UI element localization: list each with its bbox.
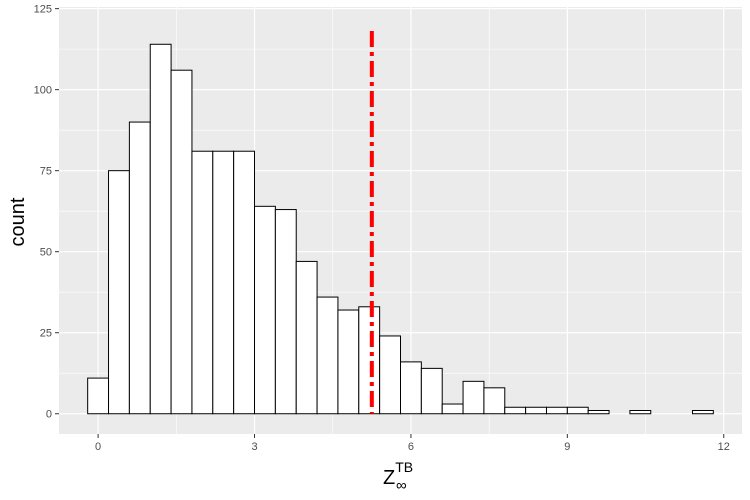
x-axis-ticks: 0 3 6 9 12 <box>95 434 730 453</box>
histogram-bar <box>233 150 256 415</box>
histogram-bar <box>212 150 235 415</box>
histogram-bar <box>379 335 402 415</box>
histogram-bar <box>629 410 652 415</box>
x-tick-label: 9 <box>564 441 570 453</box>
histogram-bar <box>587 410 610 415</box>
x-axis-title-main: Z <box>383 467 395 489</box>
histogram-bar <box>149 43 172 415</box>
histogram-bar <box>358 306 381 415</box>
y-tick-label: 25 <box>40 328 52 340</box>
histogram-bar <box>504 406 527 415</box>
y-tick-label: 125 <box>34 4 52 16</box>
histogram-bar <box>420 367 443 415</box>
histogram-bar <box>462 380 485 415</box>
histogram-bar <box>337 309 360 415</box>
y-tick-label: 75 <box>40 166 52 178</box>
y-tick-label: 50 <box>40 247 52 259</box>
x-axis-title-subscript: ∞ <box>396 477 407 494</box>
histogram-bar <box>108 170 130 415</box>
histogram-bar <box>691 410 714 415</box>
histogram-bar <box>295 260 318 415</box>
histogram-bar <box>254 205 276 415</box>
x-axis-title: ZTB ∞ <box>383 459 413 494</box>
x-tick-label: 6 <box>408 441 414 453</box>
histogram-bar <box>483 387 506 415</box>
histogram-bars <box>87 43 714 415</box>
histogram-bar <box>525 406 547 415</box>
y-axis-title: count <box>7 197 29 246</box>
x-tick-label: 12 <box>718 441 730 453</box>
histogram-bar <box>441 403 464 415</box>
histogram-bar <box>316 296 339 415</box>
histogram-bar <box>170 69 193 415</box>
y-tick-label: 100 <box>34 85 52 97</box>
x-tick-label: 3 <box>251 441 257 453</box>
histogram-bar <box>545 406 568 415</box>
x-tick-label: 0 <box>95 441 101 453</box>
x-axis-title-superscript: TB <box>395 459 413 475</box>
histogram-bar <box>87 377 110 415</box>
y-axis-ticks: 0 25 50 75 100 125 <box>34 4 59 421</box>
histogram-bar <box>566 406 589 415</box>
histogram-bar <box>274 209 297 415</box>
histogram-bar <box>191 150 214 415</box>
histogram-bar <box>400 361 422 415</box>
histogram-bar <box>128 121 151 415</box>
y-tick-label: 0 <box>46 409 52 421</box>
